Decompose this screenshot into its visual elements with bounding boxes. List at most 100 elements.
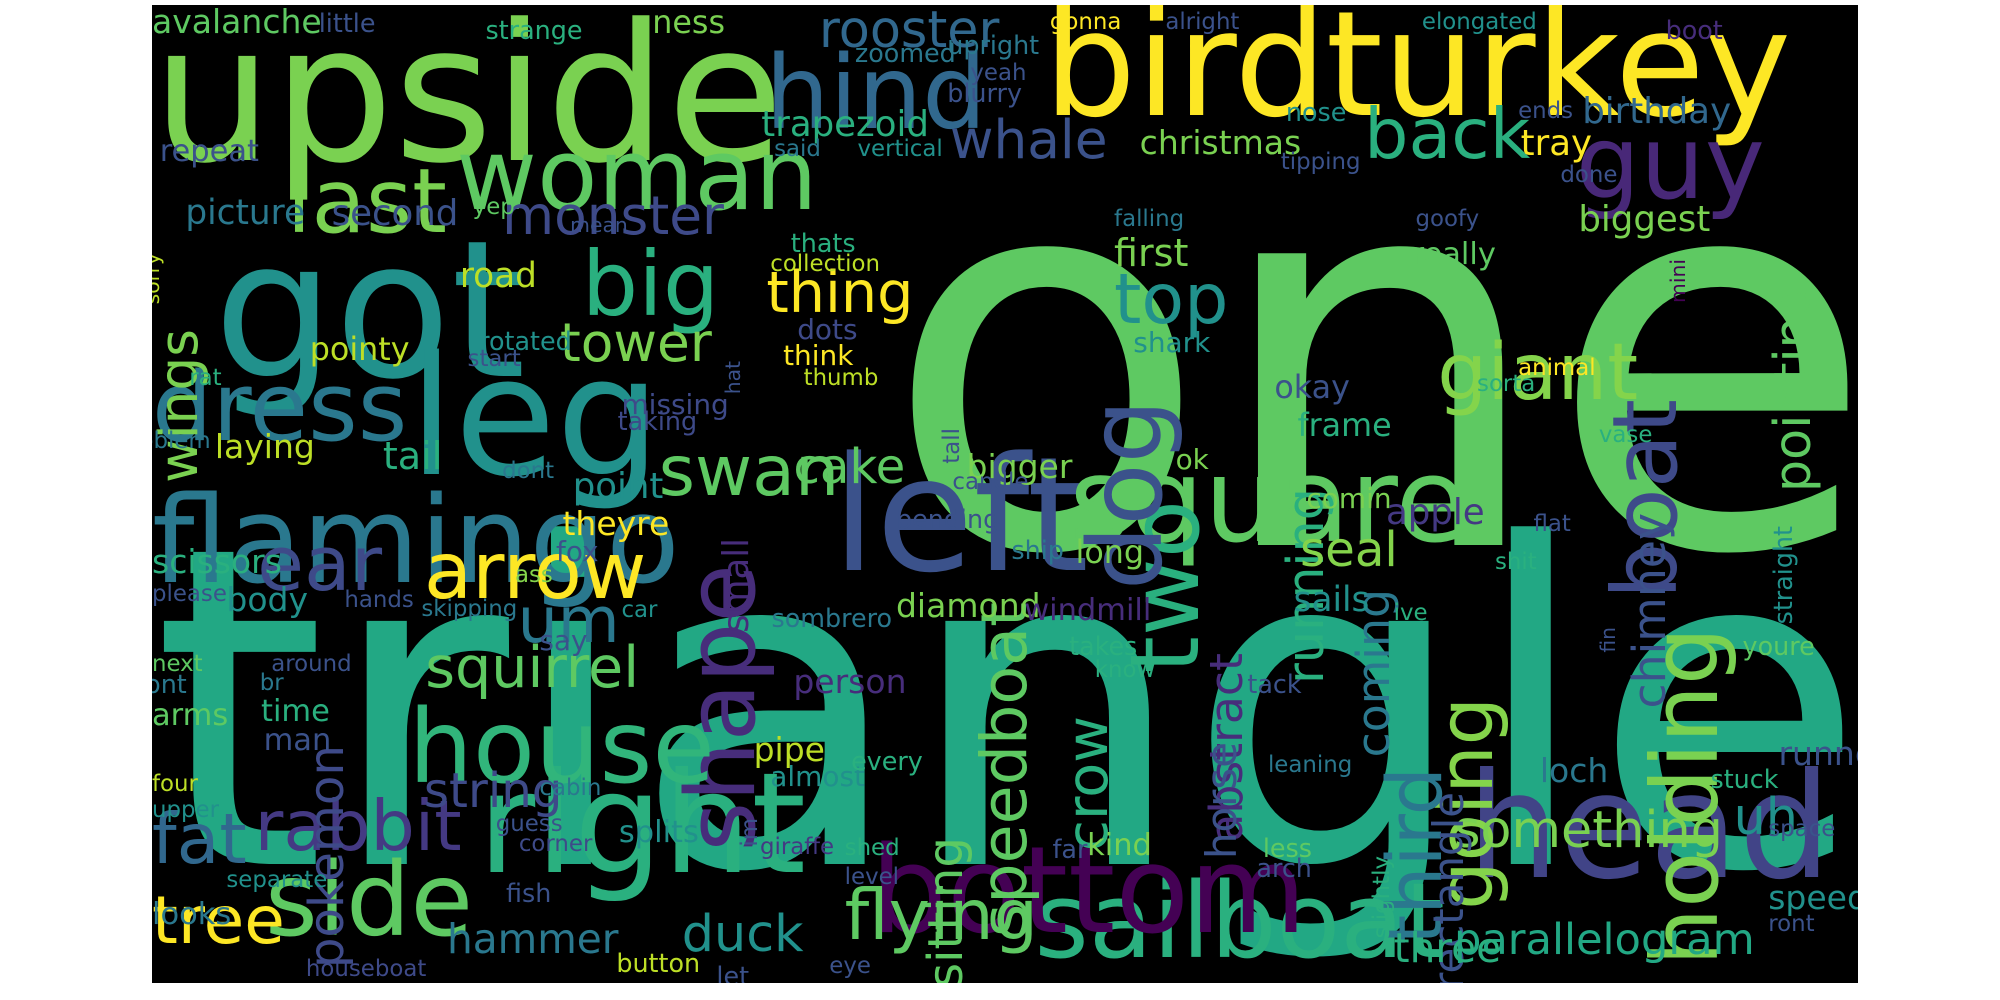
word-guy: guy: [1575, 103, 1765, 222]
word-uh: uh: [1733, 787, 1798, 847]
word-car: car: [621, 597, 658, 624]
word-dont: dont: [502, 457, 555, 484]
word-dress: dress: [152, 352, 408, 463]
word-windmill: windmill: [1024, 592, 1152, 628]
word-candle: candle: [952, 469, 1029, 496]
word-fat: fat: [152, 799, 247, 881]
word-arch: arch: [1256, 852, 1312, 883]
word-yep: yep: [472, 193, 515, 220]
word-body: body: [226, 579, 309, 619]
word-parallelogram: parallelogram: [1453, 915, 1755, 966]
word-tall: tall: [938, 427, 965, 464]
word-start: start: [467, 345, 521, 372]
word-ends: ends: [1518, 98, 1574, 125]
word-sombrero: sombrero: [771, 602, 893, 633]
word-houseboat: houseboat: [305, 955, 427, 982]
word-duck: duck: [681, 904, 804, 964]
word-almost: almost: [770, 760, 865, 794]
word-ship: ship: [1011, 535, 1064, 566]
word-gonna: gonna: [1049, 9, 1122, 36]
word-strange: strange: [485, 14, 583, 45]
word-bigger: bigger: [966, 446, 1073, 486]
word-missing: missing: [621, 388, 729, 422]
word-vertical: vertical: [857, 136, 943, 163]
word-giant: giant: [1437, 325, 1639, 418]
word-shark: shark: [1133, 325, 1211, 359]
word-small: small: [715, 538, 757, 634]
word-nose: nose: [1285, 97, 1347, 128]
word-flat: flat: [1533, 511, 1571, 538]
word-top: top: [1114, 259, 1229, 341]
word-right: right: [477, 742, 807, 906]
word-runner: runner: [1778, 733, 1858, 773]
word-animal: animal: [1518, 354, 1596, 381]
word-last: last: [286, 149, 448, 254]
word-let: let: [716, 960, 750, 983]
word-blurry: blurry: [947, 78, 1022, 109]
word-bottom: bottom: [870, 820, 1307, 961]
word-sitting: sitting: [917, 836, 974, 983]
word-speedboat: speedboat: [966, 601, 1041, 937]
word-taking: taking: [617, 405, 698, 436]
word-zooming: zooming: [152, 5, 158, 6]
word-biggest: biggest: [1578, 198, 1711, 240]
word-theyre: theyre: [562, 503, 670, 543]
word-sorta: sorta: [1477, 371, 1536, 398]
word-shed: shed: [844, 834, 900, 861]
word-whale: whale: [949, 107, 1108, 171]
word-next: next: [152, 650, 203, 677]
word-got: got: [213, 198, 526, 421]
word-boot: boot: [1665, 14, 1723, 45]
word-man: man: [263, 723, 332, 759]
word-every: every: [851, 746, 923, 777]
word-collection: collection: [770, 250, 880, 277]
word-squirrel: squirrel: [425, 635, 640, 702]
word-kind: kind: [1087, 827, 1152, 863]
word-upside: upside: [152, 5, 784, 205]
word-ass: ass: [515, 561, 553, 588]
word-guess: guess: [495, 810, 563, 837]
word-skipping: skipping: [421, 596, 518, 623]
word-say: say: [539, 624, 588, 658]
word-fish: fish: [506, 878, 552, 909]
word-something: something: [1453, 800, 1723, 860]
word-um: um: [517, 583, 620, 658]
word-splits: splits: [618, 814, 699, 850]
word-arms: arms: [152, 698, 229, 734]
word-first: first: [1114, 230, 1189, 275]
word-ront: ront: [1768, 911, 1815, 938]
word-around: around: [271, 650, 352, 677]
word-button: button: [616, 948, 701, 979]
word-long: long: [1075, 535, 1145, 572]
word-christmas: christmas: [1139, 122, 1302, 162]
word-cabin: cabin: [539, 775, 602, 802]
word-point: point: [572, 465, 664, 507]
word-mini: mini: [1666, 259, 1691, 303]
word-square: square: [1069, 433, 1468, 570]
word-ok: ok: [1175, 442, 1209, 476]
word-front: front: [152, 668, 187, 699]
word-flamingo: flamingo: [152, 471, 680, 612]
word-diamond: diamond: [895, 586, 1041, 626]
word-tray: tray: [1520, 122, 1593, 164]
word-tower: tower: [559, 311, 712, 375]
word-youre: youre: [1742, 630, 1815, 661]
word-takes: takes: [1069, 630, 1138, 661]
word-fox: fox: [556, 535, 599, 569]
word-dots: dots: [797, 313, 858, 347]
word-really: really: [1411, 236, 1496, 272]
word-said: said: [774, 136, 821, 163]
word-rotated: rotated: [479, 325, 572, 356]
word-frame: frame: [1297, 408, 1392, 445]
word-shit: shit: [1494, 549, 1537, 576]
word-repeat: repeat: [159, 134, 259, 170]
word-rooster: rooster: [819, 5, 1000, 59]
word-road: road: [459, 256, 537, 297]
word-left: left: [831, 423, 1089, 608]
word-corner: corner: [518, 831, 593, 858]
word-pointy: pointy: [309, 332, 410, 369]
word-avalanche: avalanche: [152, 5, 322, 41]
word-ive: ive: [1393, 599, 1428, 626]
word-goofy: goofy: [1415, 206, 1480, 233]
word-loch: loch: [1539, 751, 1609, 791]
